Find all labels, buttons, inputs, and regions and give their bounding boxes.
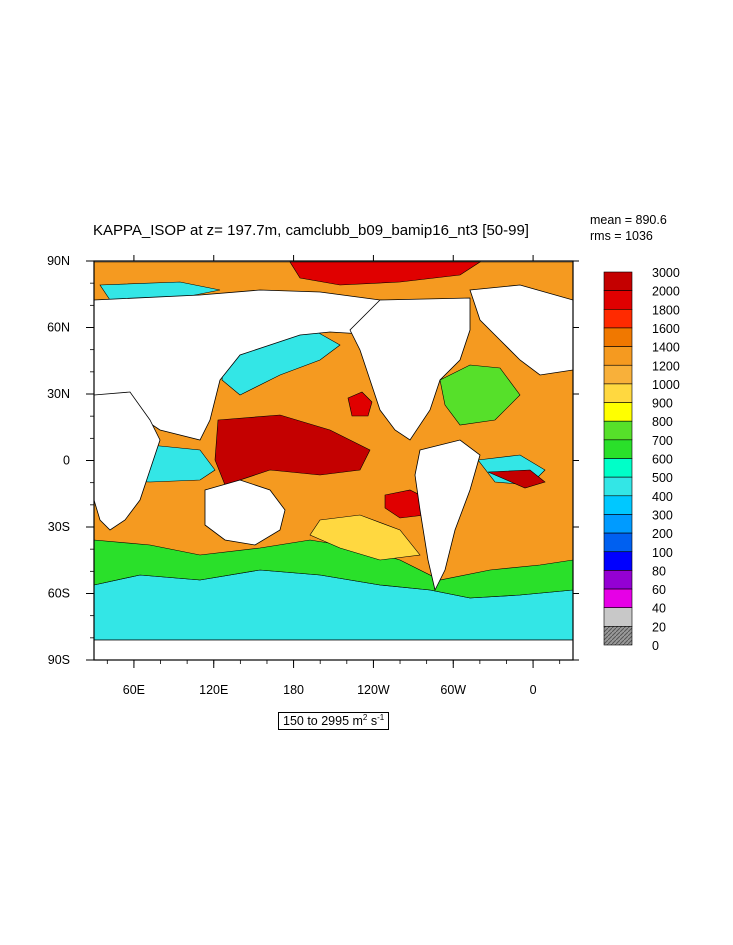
colorbar-label: 1800 [652, 303, 680, 317]
lon-label: 0 [530, 683, 537, 697]
colorbar-swatch [603, 607, 633, 627]
stats-panel: mean = 890.6 rms = 1036 [590, 212, 667, 244]
colorbar-label: 20 [652, 620, 666, 634]
colorbar-label: 1200 [652, 359, 680, 373]
pacific-red-tongue [214, 414, 371, 486]
rms-value: rms = 1036 [590, 229, 653, 243]
colorbar-label: 40 [652, 602, 666, 616]
colorbar-label: 60 [652, 583, 666, 597]
colorbar-label: 800 [652, 415, 673, 429]
lat-label: 60S [48, 587, 70, 601]
colorbar-swatch [603, 383, 633, 403]
lat-label: 90S [48, 653, 70, 667]
colorbar-swatch [603, 514, 633, 534]
colorbar-label: 100 [652, 546, 673, 560]
colorbar-swatch [603, 626, 633, 646]
land-europe-greenland [469, 284, 573, 376]
colorbar-label: 700 [652, 434, 673, 448]
lon-label: 180 [283, 683, 304, 697]
south-atlantic-red [487, 469, 546, 489]
north-pacific-red [347, 391, 373, 417]
lat-label: 30N [47, 387, 70, 401]
colorbar-label: 1000 [652, 378, 680, 392]
colorbar-swatch [603, 495, 633, 515]
colorbar-swatch [603, 420, 633, 441]
colorbar-label: 2000 [652, 285, 680, 299]
lat-label: 60N [47, 321, 70, 335]
colorbar-swatch [603, 458, 633, 478]
colorbar-swatch [603, 271, 633, 291]
colorbar-label: 3000 [652, 266, 680, 280]
colorbar-swatch [603, 551, 633, 571]
lon-label: 60E [123, 683, 145, 697]
colorbar-swatch [603, 327, 633, 347]
colorbar-swatch [603, 532, 633, 553]
land-americas-north [349, 297, 471, 441]
north-atlantic-band [439, 364, 521, 426]
lon-label: 120E [199, 683, 228, 697]
colorbar-label: 1600 [652, 322, 680, 336]
lon-label: 120W [357, 683, 390, 697]
lat-label: 0 [63, 454, 70, 468]
lon-label: 60W [440, 683, 466, 697]
pacific-yellow-band [309, 514, 421, 561]
land-antarctica [94, 639, 573, 660]
colorbar-swatch [603, 402, 633, 422]
land-australia [204, 479, 286, 546]
colorbar-swatch [603, 290, 633, 310]
range-label: 150 to 2995 m2 s-1 [278, 712, 390, 730]
plot-title: KAPPA_ISOP at z= 197.7m, camclubb_b09_ba… [93, 222, 529, 239]
map-field [94, 261, 573, 660]
colorbar: 3000200018001600140012001000900800700600… [603, 266, 680, 653]
arctic-red [289, 261, 482, 286]
axis-ticks: 60E 120E 180 120W 60W 0 90N 60N 30N 0 30S 60S 90S [47, 254, 579, 697]
colorbar-label: 500 [652, 471, 673, 485]
colorbar-label: 400 [652, 490, 673, 504]
colorbar-label: 200 [652, 527, 673, 541]
land-africa [94, 391, 161, 531]
colorbar-label: 1400 [652, 341, 680, 355]
land-south-america [414, 439, 481, 592]
colorbar-swatch [603, 346, 633, 366]
colorbar-swatch [603, 308, 633, 329]
mean-value: mean = 890.6 [590, 213, 667, 227]
colorbar-swatch [603, 439, 633, 459]
colorbar-swatch [603, 588, 633, 608]
southern-green-band [94, 539, 573, 599]
colorbar-label: 0 [652, 639, 659, 653]
lat-label: 30S [48, 520, 70, 534]
colorbar-swatch [603, 364, 633, 385]
colorbar-label: 300 [652, 508, 673, 522]
lat-label: 90N [47, 254, 70, 268]
colorbar-swatch [603, 476, 633, 497]
colorbar-label: 600 [652, 453, 673, 467]
colorbar-swatch [603, 570, 633, 590]
colorbar-label: 80 [652, 564, 666, 578]
colorbar-label: 900 [652, 397, 673, 411]
